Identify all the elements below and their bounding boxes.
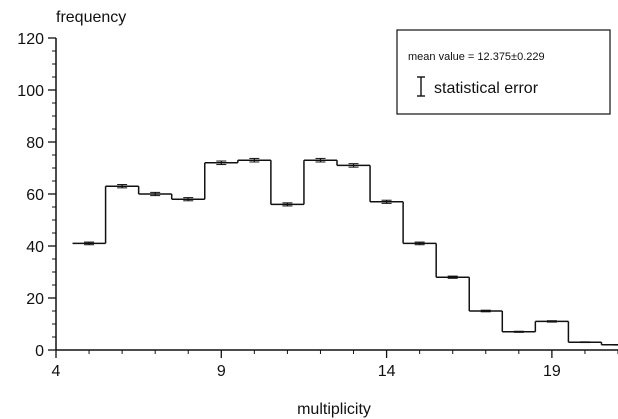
x-tick-label: 14 (378, 363, 396, 380)
y-tick-label: 120 (17, 31, 44, 48)
y-tick-label: 60 (26, 187, 44, 204)
legend-box: mean value = 12.375±0.229 statistical er… (396, 29, 611, 115)
histogram-bars (72, 159, 618, 346)
legend-mean-value: mean value = 12.375±0.229 (408, 51, 545, 63)
x-tick-label: 9 (217, 363, 226, 380)
histogram-bar (204, 162, 238, 200)
y-tick-label: 80 (26, 135, 44, 152)
error-bar (282, 202, 293, 207)
histogram-bar (501, 311, 536, 333)
y-axis-title: frequency (56, 9, 126, 26)
y-tick-label: 0 (35, 343, 44, 360)
histogram-bar (270, 160, 304, 206)
error-bars (84, 157, 618, 346)
error-bar (447, 275, 458, 279)
error-bar (84, 241, 95, 246)
histogram-bar (303, 159, 337, 205)
y-tick-label: 40 (26, 239, 44, 256)
error-bar (381, 199, 392, 204)
histogram-bar (435, 243, 470, 278)
error-bar-symbol-icon (417, 76, 425, 97)
error-bar (579, 341, 590, 344)
error-bar (348, 163, 359, 168)
histogram-bar (567, 321, 602, 343)
x-tick-label: 19 (543, 363, 561, 380)
histogram-bar (534, 320, 569, 332)
y-tick-label: 100 (17, 83, 44, 100)
histogram-bar (369, 165, 404, 203)
legend-frame (396, 29, 611, 115)
error-bar (546, 320, 557, 323)
x-axis-title: multiplicity (297, 401, 371, 418)
error-bar (150, 191, 161, 197)
error-bar (414, 241, 425, 246)
histogram-bar (468, 277, 503, 312)
x-tick-label: 4 (52, 363, 61, 380)
error-bar (480, 309, 491, 313)
histogram-bar (402, 201, 437, 245)
error-bar (613, 344, 618, 346)
legend-statistical-error: statistical error (434, 80, 539, 97)
error-bar (315, 157, 326, 163)
error-bar (249, 157, 260, 163)
histogram-bar (104, 185, 139, 244)
error-bar (183, 197, 194, 202)
error-bar (117, 184, 128, 189)
error-bar (216, 160, 227, 166)
axes: 0 20 40 60 80 100 120 4 9 14 19 (17, 31, 618, 380)
y-tick-label: 20 (26, 291, 44, 308)
error-bar (513, 330, 524, 333)
